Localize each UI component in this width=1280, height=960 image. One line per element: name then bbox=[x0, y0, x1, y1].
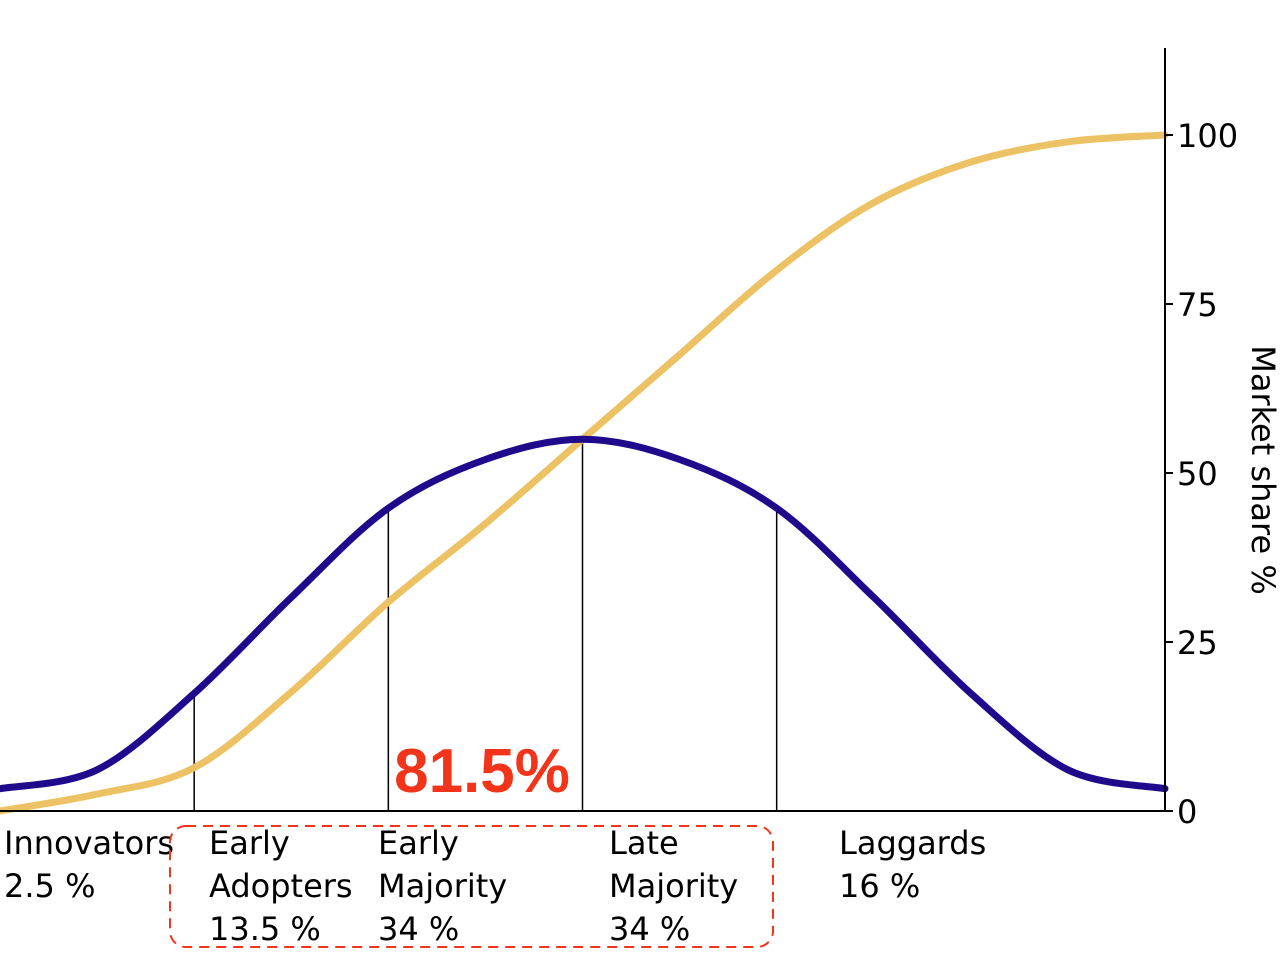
segment-label-4-line-2: Majority bbox=[609, 867, 738, 905]
segment-label-5-line-2: 16 % bbox=[839, 867, 920, 905]
segment-label-3-line-1: Early bbox=[378, 824, 459, 862]
y-tick-label-100: 100 bbox=[1177, 117, 1238, 155]
segment-label-3-line-3: 34 % bbox=[378, 910, 459, 948]
segment-label-4-line-1: Late bbox=[609, 824, 679, 862]
segment-label-5-line-1: Laggards bbox=[839, 824, 986, 862]
segment-label-2-line-1: Early bbox=[209, 824, 290, 862]
y-tick-label-50: 50 bbox=[1177, 455, 1218, 493]
highlight-box bbox=[169, 825, 774, 948]
adoption-bell-curve bbox=[0, 435, 1169, 793]
segment-label-1-line-2: 2.5 % bbox=[4, 867, 95, 905]
highlight-percentage: 81.5% bbox=[394, 737, 570, 806]
y-tick-label-0: 0 bbox=[1177, 793, 1197, 831]
segment-label-4-line-3: 34 % bbox=[609, 910, 690, 948]
segment-label-2-line-2: Adopters bbox=[209, 867, 353, 905]
y-axis-title: Market share % bbox=[1244, 345, 1280, 594]
cumulative-s-curve bbox=[0, 131, 1169, 815]
segment-label-1-line-1: Innovators bbox=[4, 824, 174, 862]
segment-label-3-line-2: Majority bbox=[378, 867, 507, 905]
y-tick-label-75: 75 bbox=[1177, 286, 1218, 324]
segment-label-2-line-3: 13.5 % bbox=[209, 910, 321, 948]
y-tick-label-25: 25 bbox=[1177, 624, 1218, 662]
